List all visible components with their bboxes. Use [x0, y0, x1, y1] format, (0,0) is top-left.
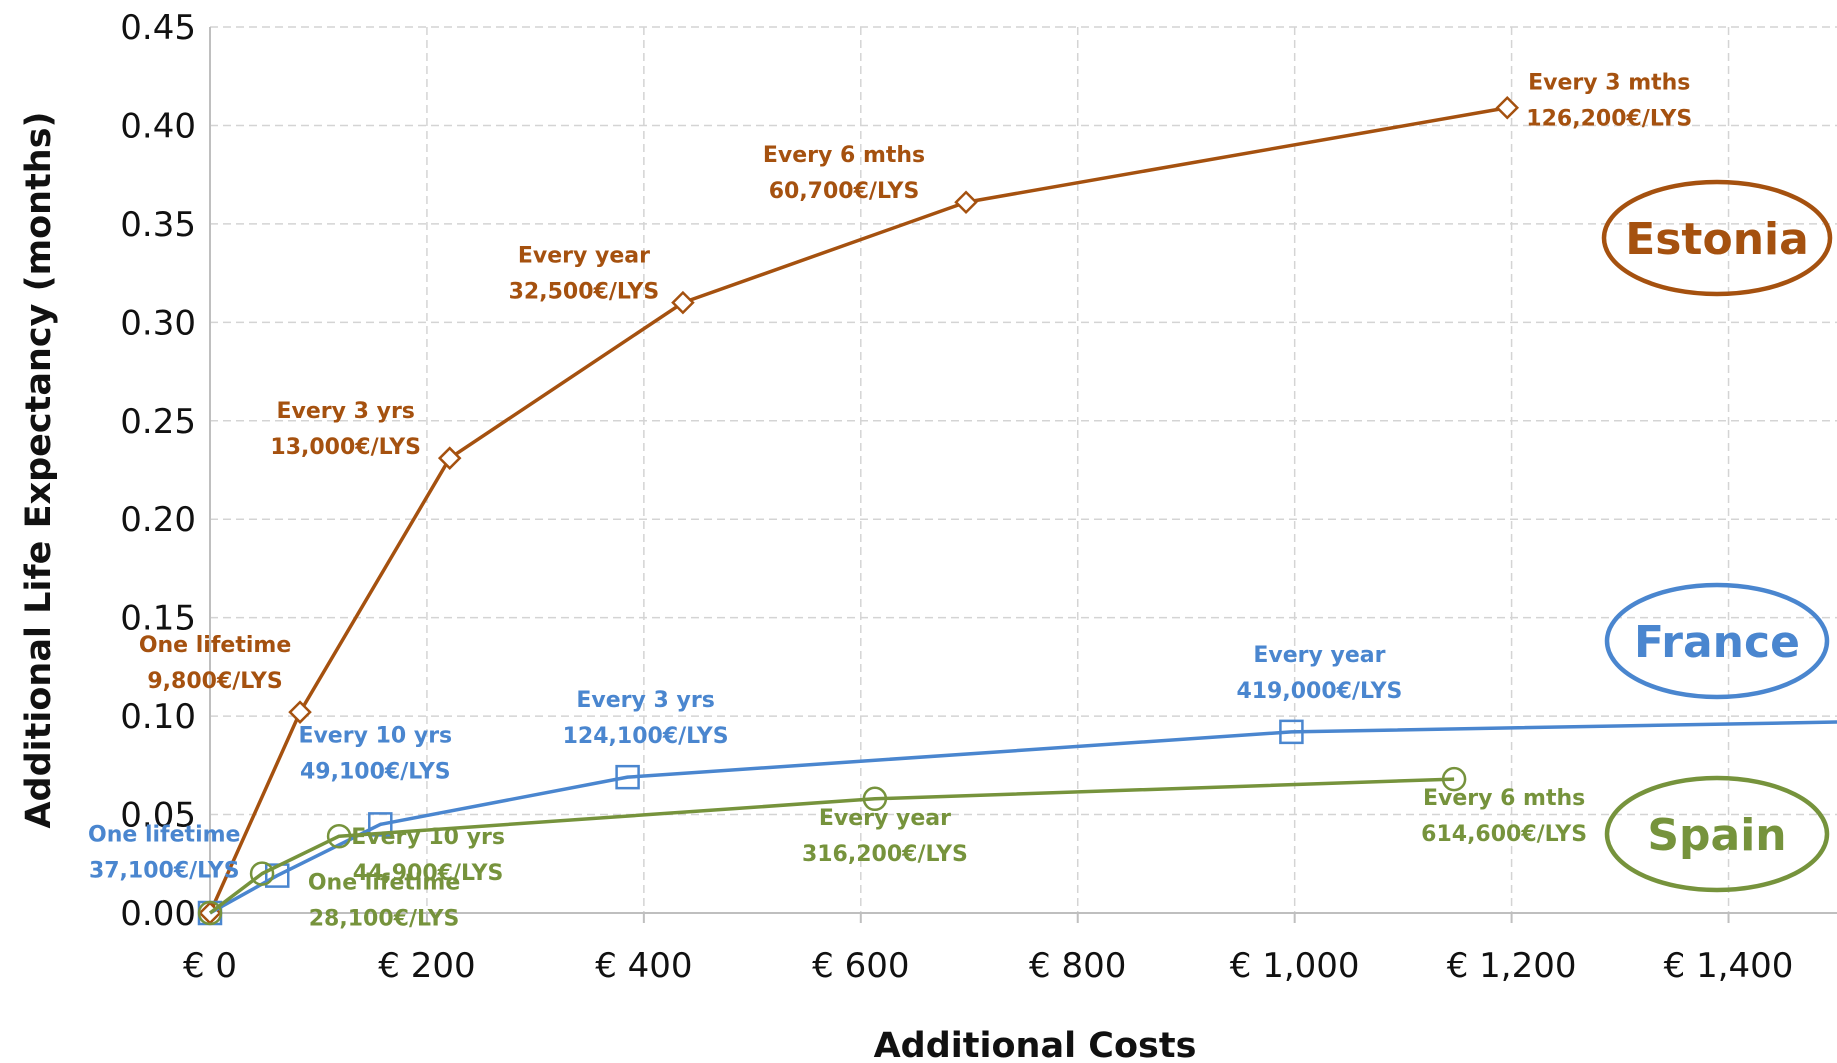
annotation-france-1-line1: Every 10 yrs	[298, 723, 452, 748]
country-ellipse-estonia	[1601, 179, 1833, 297]
y-tick-label-3: 0.15	[120, 599, 196, 639]
annotation-layer: One lifetime 9,800€/LYS Every 3 yrs 13,000€…	[88, 71, 1692, 932]
x-tick-label-2: € 400	[595, 946, 692, 986]
annotation-france-0-line2: 37,100€/LYS	[89, 859, 240, 884]
x-tick-label-1: € 200	[378, 946, 475, 986]
y-tick-label-8: 0.40	[120, 106, 196, 146]
annotation-france-1-line2: 49,100€/LYS	[300, 759, 451, 784]
country-ellipse-france	[1604, 582, 1830, 700]
x-tick-label-0: € 0	[183, 946, 237, 986]
data-point-estonia-5	[1495, 95, 1520, 120]
axes: 0.00 0.05 0.10 0.15 0.20 0.25 0.30 0.35 0.40 0.45…	[120, 8, 1837, 986]
annotation-france-2-line2: 124,100€/LYS	[563, 724, 729, 749]
y-tick-label-6: 0.30	[120, 303, 196, 343]
annotation-spain-2-line2: 316,200€/LYS	[802, 842, 968, 867]
country-label-france: France	[1634, 617, 1800, 668]
annotation-estonia-0-line1: One lifetime	[139, 633, 291, 658]
country-label-spain: Spain	[1647, 810, 1786, 861]
x-tick-label-7: € 1,400	[1664, 946, 1794, 986]
annotation-estonia-2-line2: 32,500€/LYS	[509, 280, 660, 305]
y-tick-label-4: 0.20	[120, 500, 196, 540]
x-tick-label-4: € 800	[1029, 946, 1126, 986]
annotation-spain-1-line2: 44,900€/LYS	[353, 861, 504, 886]
data-point-france-4	[1279, 719, 1304, 745]
data-point-spain-2	[326, 823, 352, 849]
data-point-spain-1	[249, 861, 275, 886]
data-point-estonia-3	[671, 290, 695, 315]
annotation-spain-2-line1: Every year	[819, 806, 951, 831]
grid-lines	[210, 26, 1837, 913]
annotation-france-3-line1: Every year	[1253, 643, 1385, 668]
x-tick-label-6: € 1,200	[1447, 946, 1577, 986]
country-labels: Estonia France Spain	[1601, 179, 1833, 893]
data-point-spain-4	[1441, 766, 1467, 792]
country-label-estonia: Estonia	[1625, 214, 1809, 265]
country-ellipse-spain	[1604, 775, 1830, 893]
y-tick-label-0: 0.00	[120, 894, 196, 934]
data-point-spain-3	[862, 786, 888, 812]
x-tick-label-5: € 1,000	[1230, 946, 1360, 986]
y-tick-label-5: 0.25	[120, 402, 196, 442]
y-tick-label-1: 0.05	[120, 796, 196, 836]
y-tick-label-9: 0.45	[120, 8, 196, 48]
annotation-estonia-1-line1: Every 3 yrs	[277, 399, 415, 424]
y-tick-label-7: 0.35	[120, 205, 196, 245]
series-line-estonia	[208, 106, 1508, 914]
annotation-france-2-line1: Every 3 yrs	[576, 688, 714, 713]
annotation-estonia-2-line1: Every year	[518, 244, 650, 269]
data-point-france-3	[615, 764, 640, 790]
x-tick-label-3: € 600	[812, 946, 909, 986]
annotation-estonia-3-line2: 60,700€/LYS	[769, 179, 920, 204]
annotation-france-0-line1: One lifetime	[88, 823, 240, 848]
x-axis-title: Additional Costs	[874, 1026, 1197, 1063]
data-point-spain-0	[197, 900, 223, 926]
annotation-estonia-4-line1: Every 3 mths	[1528, 71, 1690, 96]
annotation-spain-0-line2: 28,100€/LYS	[309, 907, 460, 932]
annotation-spain-1-line1: Every 10 yrs	[351, 825, 505, 850]
data-point-estonia-1	[288, 700, 312, 724]
annotation-spain-3-line2: 614,600€/LYS	[1421, 822, 1587, 847]
series-line-spain	[208, 777, 1455, 915]
annotation-spain-3-line1: Every 6 mths	[1423, 786, 1585, 811]
y-tick-label-2: 0.10	[120, 697, 196, 737]
annotation-estonia-3-line1: Every 6 mths	[763, 143, 925, 168]
annotation-estonia-1-line2: 13,000€/LYS	[270, 435, 421, 460]
y-axis-title: Additional Life Expectancy (months)	[19, 111, 59, 828]
annotation-estonia-4-line2: 126,200€/LYS	[1526, 107, 1692, 132]
annotation-estonia-0-line2: 9,800€/LYS	[147, 669, 282, 694]
annotation-france-3-line2: 419,000€/LYS	[1236, 679, 1402, 704]
series-layer	[197, 95, 1837, 926]
annotation-spain-0-line1: One lifetime	[308, 871, 460, 896]
data-point-estonia-4	[954, 190, 978, 214]
data-point-estonia-2	[437, 446, 462, 470]
data-point-france-2	[368, 812, 393, 837]
